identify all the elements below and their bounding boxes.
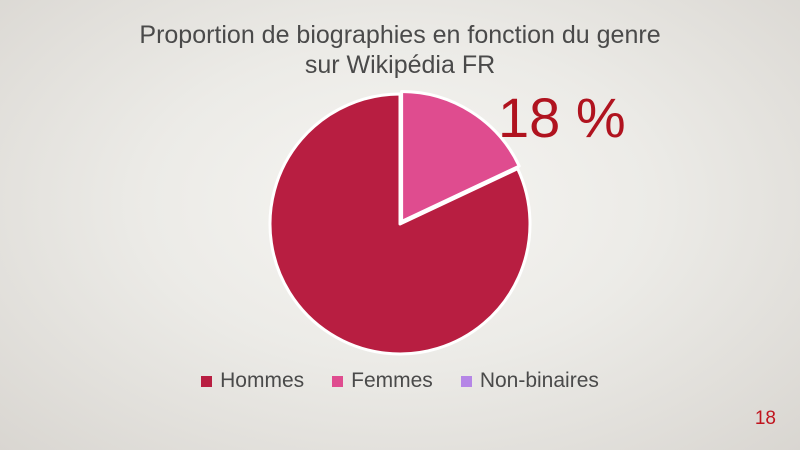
chart-legend: Hommes Femmes Non-binaires <box>0 366 800 396</box>
legend-item-non-binaires: Non-binaires <box>460 366 599 396</box>
pie-slice-hommes <box>268 92 532 356</box>
pie-slice-femmes <box>400 89 521 223</box>
chart-title: Proportion de biographies en fonction du… <box>0 20 800 80</box>
legend-item-hommes: Hommes <box>201 366 304 396</box>
pie-slices <box>268 89 532 356</box>
page-number: 18 <box>754 408 776 429</box>
legend-swatch-femmes <box>332 375 344 387</box>
legend-label-femmes: Femmes <box>351 369 433 392</box>
legend-swatch-hommes <box>201 375 213 387</box>
chart-title-line-1: Proportion de biographies en fonction du… <box>139 21 661 49</box>
legend-item-femmes: Femmes <box>332 366 433 396</box>
legend-swatch-non-binaires <box>460 375 472 387</box>
chart-title-line-2: sur Wikipédia FR <box>304 51 496 79</box>
legend-label-non-binaires: Non-binaires <box>479 369 599 392</box>
legend-label-hommes: Hommes <box>220 369 305 392</box>
percentage-annotation: 18 % <box>498 86 626 149</box>
